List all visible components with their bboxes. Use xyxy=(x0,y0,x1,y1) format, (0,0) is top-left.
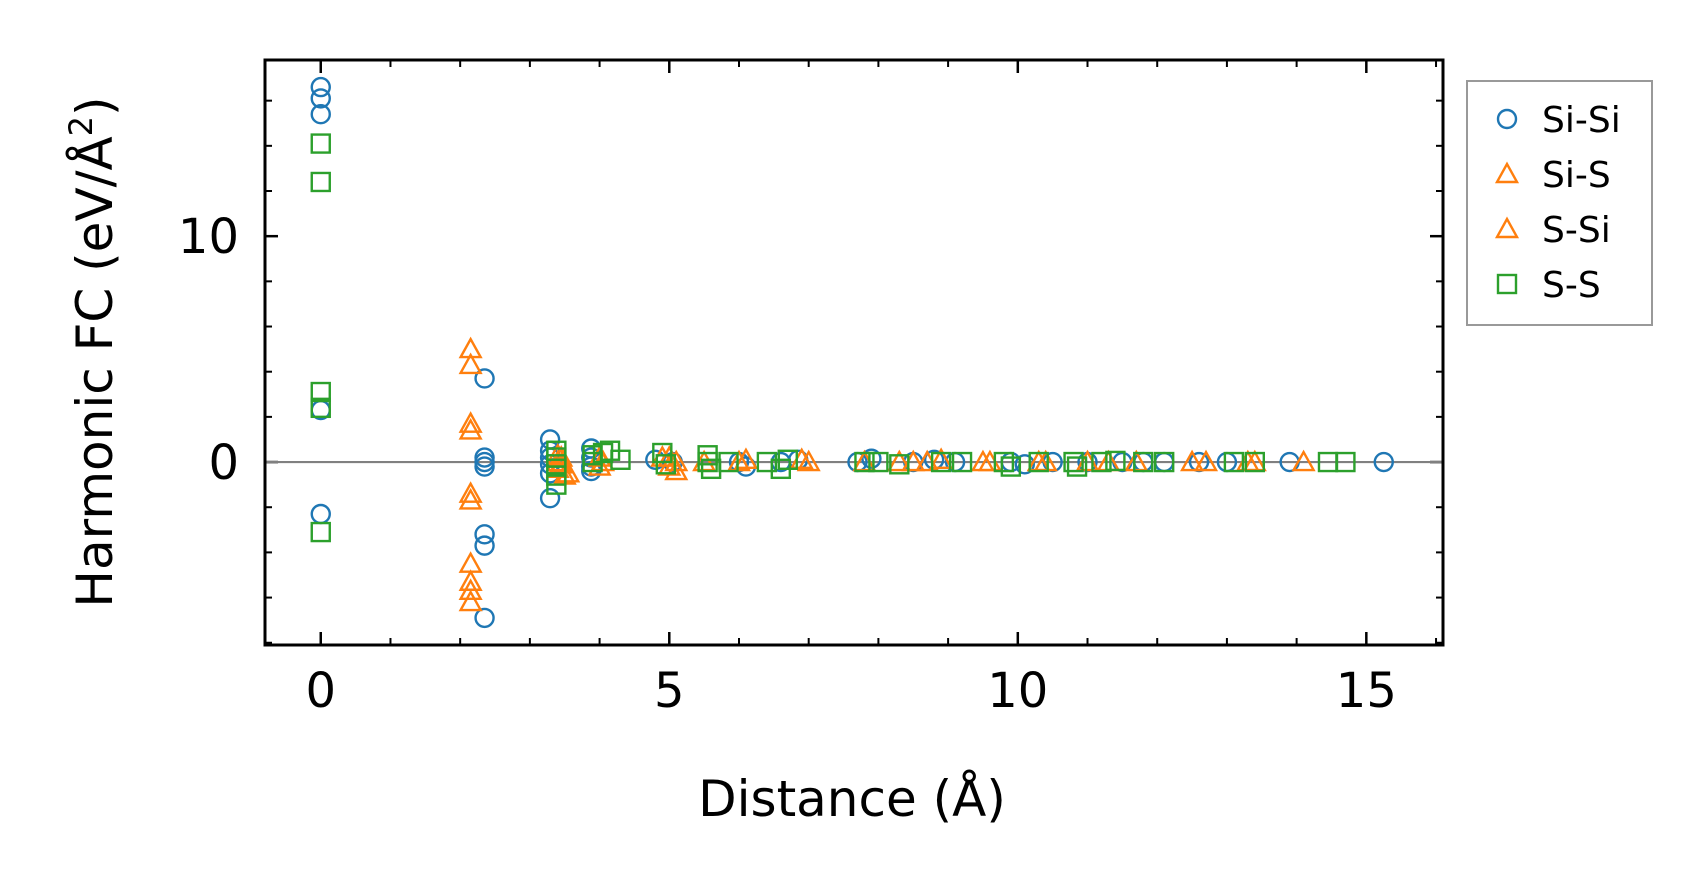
y-axis-title-main: Harmonic FC (eV/Å xyxy=(66,136,124,607)
legend-item: Si-Si xyxy=(1496,100,1621,141)
data-point xyxy=(458,578,483,600)
data-point xyxy=(539,487,561,509)
data-point xyxy=(310,397,331,419)
data-point xyxy=(1063,451,1084,473)
data-point xyxy=(458,551,483,573)
data-point xyxy=(1091,451,1112,473)
data-point xyxy=(310,503,331,525)
data-point xyxy=(993,451,1015,473)
data-point xyxy=(777,449,798,470)
data-point xyxy=(733,447,758,469)
legend-label: Si-S xyxy=(1542,155,1611,196)
data-point xyxy=(1193,449,1219,472)
data-points xyxy=(310,76,1394,629)
data-point xyxy=(655,454,676,475)
data-point xyxy=(1335,451,1356,473)
data-point xyxy=(1000,456,1022,477)
legend-marker xyxy=(1494,161,1520,184)
legend-item: S-S xyxy=(1496,265,1601,306)
data-point xyxy=(868,451,889,473)
data-point xyxy=(889,454,910,475)
data-point xyxy=(861,448,882,469)
data-point xyxy=(310,133,331,154)
data-point xyxy=(310,521,331,543)
data-point xyxy=(697,451,718,473)
data-point xyxy=(1291,449,1316,472)
data-point xyxy=(951,451,973,473)
data-point xyxy=(310,104,331,125)
y-axis-title: Harmonic FC (eV/Å2) xyxy=(62,96,124,607)
x-tick-label: 15 xyxy=(1336,663,1397,719)
data-point xyxy=(1133,451,1154,473)
y-axis-title-close: ) xyxy=(66,96,124,116)
legend-label: Si-Si xyxy=(1542,100,1621,141)
data-point xyxy=(458,411,483,433)
tick-labels: 0 5 10 15 0 10 xyxy=(178,209,1397,719)
x-tick-label: 10 xyxy=(987,663,1048,719)
data-point xyxy=(726,449,752,472)
data-point xyxy=(1014,454,1035,475)
data-point xyxy=(929,447,954,469)
data-point xyxy=(474,535,495,556)
data-point xyxy=(474,607,495,629)
legend-label: S-Si xyxy=(1542,210,1611,251)
data-point xyxy=(1028,451,1049,473)
y-tick-label: 10 xyxy=(178,209,239,265)
data-point xyxy=(310,76,331,98)
data-point xyxy=(718,451,739,473)
legend-marker xyxy=(1496,273,1518,295)
plot-area-frame xyxy=(263,58,1445,647)
legend-item: S-Si xyxy=(1494,210,1611,251)
series-si-s xyxy=(458,336,1316,612)
series-s-s xyxy=(310,133,1356,543)
data-point xyxy=(887,449,912,472)
y-axis-title-superscript: 2 xyxy=(62,116,100,136)
data-point xyxy=(1223,451,1245,473)
data-point xyxy=(458,481,483,503)
series-si-si xyxy=(310,76,1394,629)
x-axis-title: Distance (Å) xyxy=(698,770,1006,828)
legend-marker xyxy=(1494,216,1520,239)
legend-marker xyxy=(1496,108,1518,130)
legend-item: Si-S xyxy=(1494,155,1611,196)
data-point xyxy=(1373,451,1394,473)
data-point xyxy=(474,368,495,389)
legend: Si-Si Si-S S-Si S-S xyxy=(1466,80,1653,326)
data-point xyxy=(652,442,673,464)
major-ticks xyxy=(265,60,1443,645)
data-point xyxy=(310,381,331,403)
x-tick-label: 0 xyxy=(305,663,336,719)
data-point xyxy=(756,451,778,473)
data-point xyxy=(796,449,821,472)
y-tick-label: 0 xyxy=(208,435,239,491)
data-point xyxy=(1066,456,1088,477)
data-point xyxy=(458,589,483,612)
data-point xyxy=(458,487,483,510)
data-point xyxy=(458,352,483,375)
data-point xyxy=(664,458,689,481)
data-point xyxy=(1105,450,1126,472)
data-point xyxy=(458,417,483,440)
legend-label: S-S xyxy=(1542,265,1601,306)
data-point xyxy=(546,474,567,495)
data-point xyxy=(1180,449,1205,472)
data-point xyxy=(1153,451,1175,473)
minor-ticks xyxy=(265,60,1443,645)
data-point xyxy=(610,449,631,470)
data-point xyxy=(1244,451,1265,473)
data-point xyxy=(310,88,331,109)
x-tick-label: 5 xyxy=(654,663,685,719)
data-point xyxy=(930,451,952,473)
data-point xyxy=(474,456,495,477)
data-point xyxy=(854,451,875,473)
data-point xyxy=(474,524,495,545)
data-point xyxy=(546,454,567,475)
data-point xyxy=(310,171,331,193)
